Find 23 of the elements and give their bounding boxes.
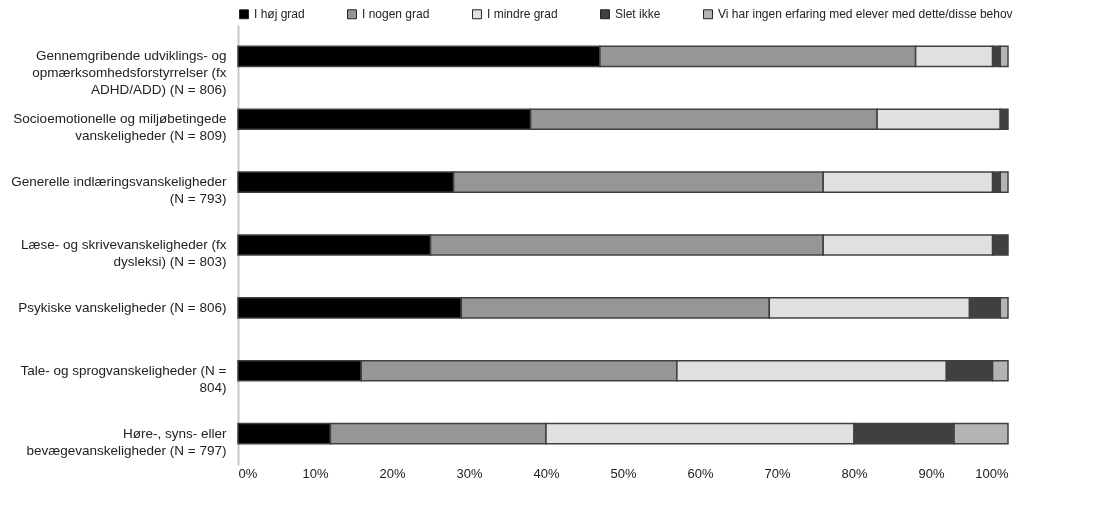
x-tick-label: 30% bbox=[456, 465, 483, 481]
y-tick-label: Socioemotionelle og miljøbetingede vanskeligheder (N = 809) bbox=[13, 111, 227, 144]
legend-label: I mindre grad bbox=[487, 7, 558, 22]
x-tick-label: 50% bbox=[610, 465, 637, 481]
legend-label: I høj grad bbox=[254, 7, 305, 22]
y-tick-label: Psykiske vanskeligheder (N = 806) bbox=[18, 299, 227, 315]
x-tick-label: 0% bbox=[238, 465, 258, 481]
x-tick-label: 70% bbox=[764, 465, 791, 481]
x-tick-label: 80% bbox=[841, 465, 868, 481]
legend-label: Vi har ingen erfaring med elever med dette/disse behov bbox=[718, 7, 1013, 22]
x-tick-label: 40% bbox=[533, 465, 560, 481]
x-tick-label: 60% bbox=[687, 465, 714, 481]
y-tick-label: Læse- og skrivevanskeligheder (fx dysleksi) (N = 803) bbox=[20, 237, 227, 269]
x-tick-label: 100% bbox=[975, 465, 1009, 481]
y-tick-label: Høre-, syns- eller bevægevanskeligheder (N = 797) bbox=[26, 425, 227, 458]
legend-label: Slet ikke bbox=[615, 7, 661, 22]
y-tick-label: Gennemgribende udviklings- og opmærksomhedsforstyrrelser (fx ADHD/ADD) (N = 806) bbox=[32, 48, 227, 98]
y-tick-label: Tale- og sprogvanskeligheder (N = 804) bbox=[20, 362, 227, 395]
x-tick-label: 90% bbox=[918, 465, 945, 481]
x-tick-label: 20% bbox=[379, 465, 406, 481]
y-tick-label: Generelle indlæringsvanskeligheder (N = 793) bbox=[11, 174, 227, 207]
legend-label: I nogen grad bbox=[362, 7, 430, 22]
x-tick-label: 10% bbox=[302, 465, 329, 481]
